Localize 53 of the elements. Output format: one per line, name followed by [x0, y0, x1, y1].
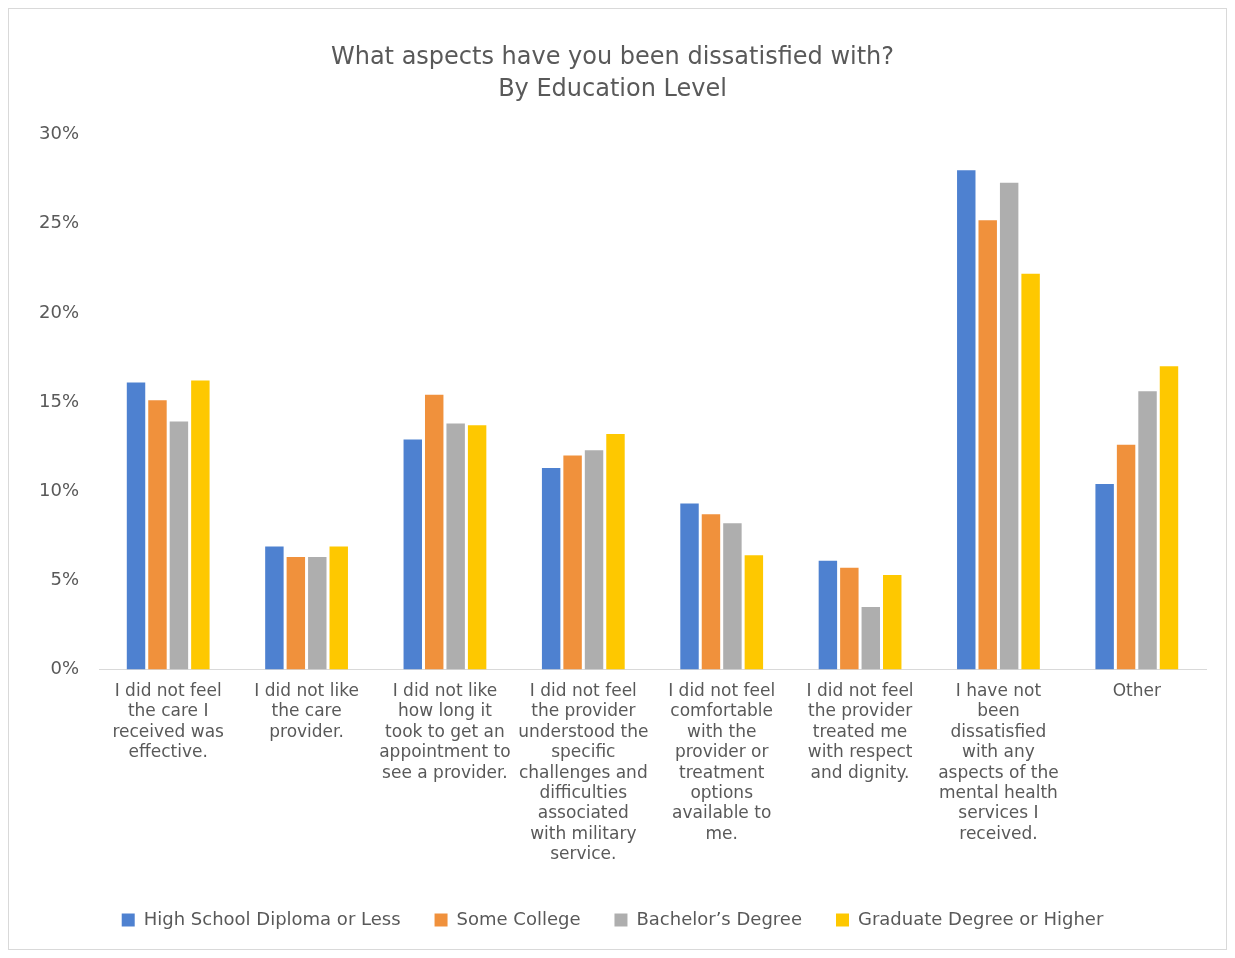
bar — [286, 557, 306, 670]
x-tick-label: I have not been dissatisfied with any aspects of the mental health services I received. — [938, 680, 1059, 843]
bar — [744, 555, 764, 670]
bar — [999, 182, 1019, 670]
bar — [1095, 484, 1114, 670]
bar — [148, 400, 167, 670]
y-tick-label: 15% — [38, 389, 80, 411]
bar — [861, 607, 881, 670]
bar — [840, 567, 859, 670]
x-tick-label: I did not feel comfortable with the provider or treatment options available to me. — [668, 680, 776, 843]
y-tick-label: 0% — [50, 657, 80, 679]
y-tick-label: 10% — [38, 478, 80, 500]
bar — [883, 574, 902, 670]
bar — [191, 380, 210, 670]
bar — [606, 434, 625, 670]
legend-label: Graduate Degree or Higher — [857, 907, 1104, 929]
bar — [169, 421, 189, 670]
bar — [308, 557, 327, 670]
y-tick-label: 20% — [38, 300, 80, 322]
y-tick-label: 30% — [38, 122, 80, 144]
category-label: I did not feel the provider understood the specific challenges and difficulties associated with military service. — [518, 680, 649, 864]
bar — [1116, 444, 1136, 670]
bar — [1021, 273, 1040, 670]
bar — [126, 382, 146, 670]
bar — [265, 546, 284, 670]
bar — [584, 450, 604, 670]
bar — [467, 425, 487, 670]
x-tick-label: I did not like the care provider. — [254, 680, 359, 741]
legend-label: Bachelor’s Degree — [636, 907, 802, 929]
bar — [1159, 366, 1179, 670]
bar — [723, 523, 742, 670]
bar — [403, 439, 422, 670]
bar — [978, 220, 997, 670]
chart-subtitle: By Education Level — [498, 74, 727, 103]
x-tick-label: I did not feel the provider treated me with respect and dignity. — [806, 680, 914, 782]
bar — [446, 423, 465, 670]
y-tick-label: 25% — [38, 211, 80, 233]
y-tick-label: 5% — [50, 567, 80, 589]
bar — [541, 467, 561, 670]
x-tick-label: Other — [1112, 680, 1161, 701]
bar — [818, 560, 838, 670]
bar — [701, 514, 721, 670]
bar — [957, 170, 976, 670]
x-tick-label: I did not like how long it took to get an appointment to see a provider. — [379, 680, 511, 782]
bar — [563, 455, 582, 670]
legend-label: High School Diploma or Less — [143, 907, 401, 929]
x-tick-label: I did not feel the care I received was effective. — [112, 680, 225, 762]
bar — [1138, 391, 1157, 670]
bar — [680, 503, 699, 670]
bar — [329, 546, 348, 670]
bar — [425, 394, 444, 670]
chart-title: What aspects have you been dissatisfied with? — [330, 41, 895, 70]
legend-label: Some College — [456, 907, 581, 929]
